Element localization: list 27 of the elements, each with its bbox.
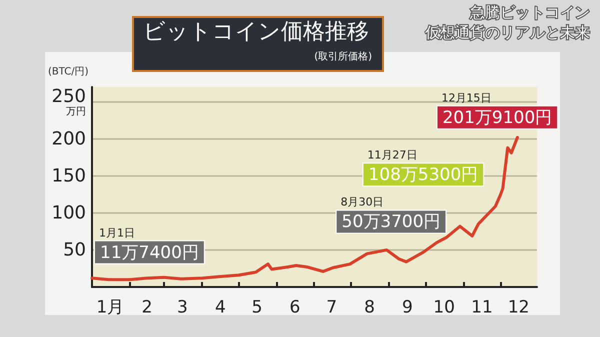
y-tick-label: 150 <box>52 165 86 186</box>
x-tick-label: 7 <box>326 298 338 318</box>
y-axis-title: (BTC/円) <box>48 66 89 78</box>
chart-subtitle: (取引所価格) <box>314 50 372 62</box>
text: 急騰ビットコイン <box>469 4 590 22</box>
x-tick-label: 9 <box>402 298 413 318</box>
annotation: 11月27日 108万5300円 <box>367 148 478 186</box>
y-tick-label: 100 <box>52 202 86 224</box>
y-tick-label: 50 <box>63 239 86 260</box>
x-tick-label: 2 <box>142 298 152 318</box>
x-tick-label: 6 <box>290 298 300 318</box>
text: 仮想通貨のリアルと未来 <box>424 24 590 42</box>
chart-title: ビットコイン価格推移 <box>143 20 369 44</box>
x-tick-label: 1月 <box>96 298 124 318</box>
x-tick-label: 8 <box>364 298 375 318</box>
y-tick-label: 200 <box>52 128 86 150</box>
x-tick-label: 11 <box>471 298 493 318</box>
y-tick-label: 250 万円 <box>52 86 86 118</box>
annotation: 12月15日 201万9100円 <box>441 91 552 128</box>
x-tick-label: 3 <box>177 298 188 318</box>
x-tick-label: 12 <box>508 298 530 318</box>
line-series <box>90 136 519 282</box>
annotation: 1月1日 11万7400円 <box>99 226 199 263</box>
annotation: 8月30日 50万3700円 <box>340 196 441 232</box>
x-tick-label: 5 <box>252 298 262 318</box>
x-tick-label: 4 <box>214 298 226 318</box>
x-tick-label: 10 <box>433 298 455 318</box>
